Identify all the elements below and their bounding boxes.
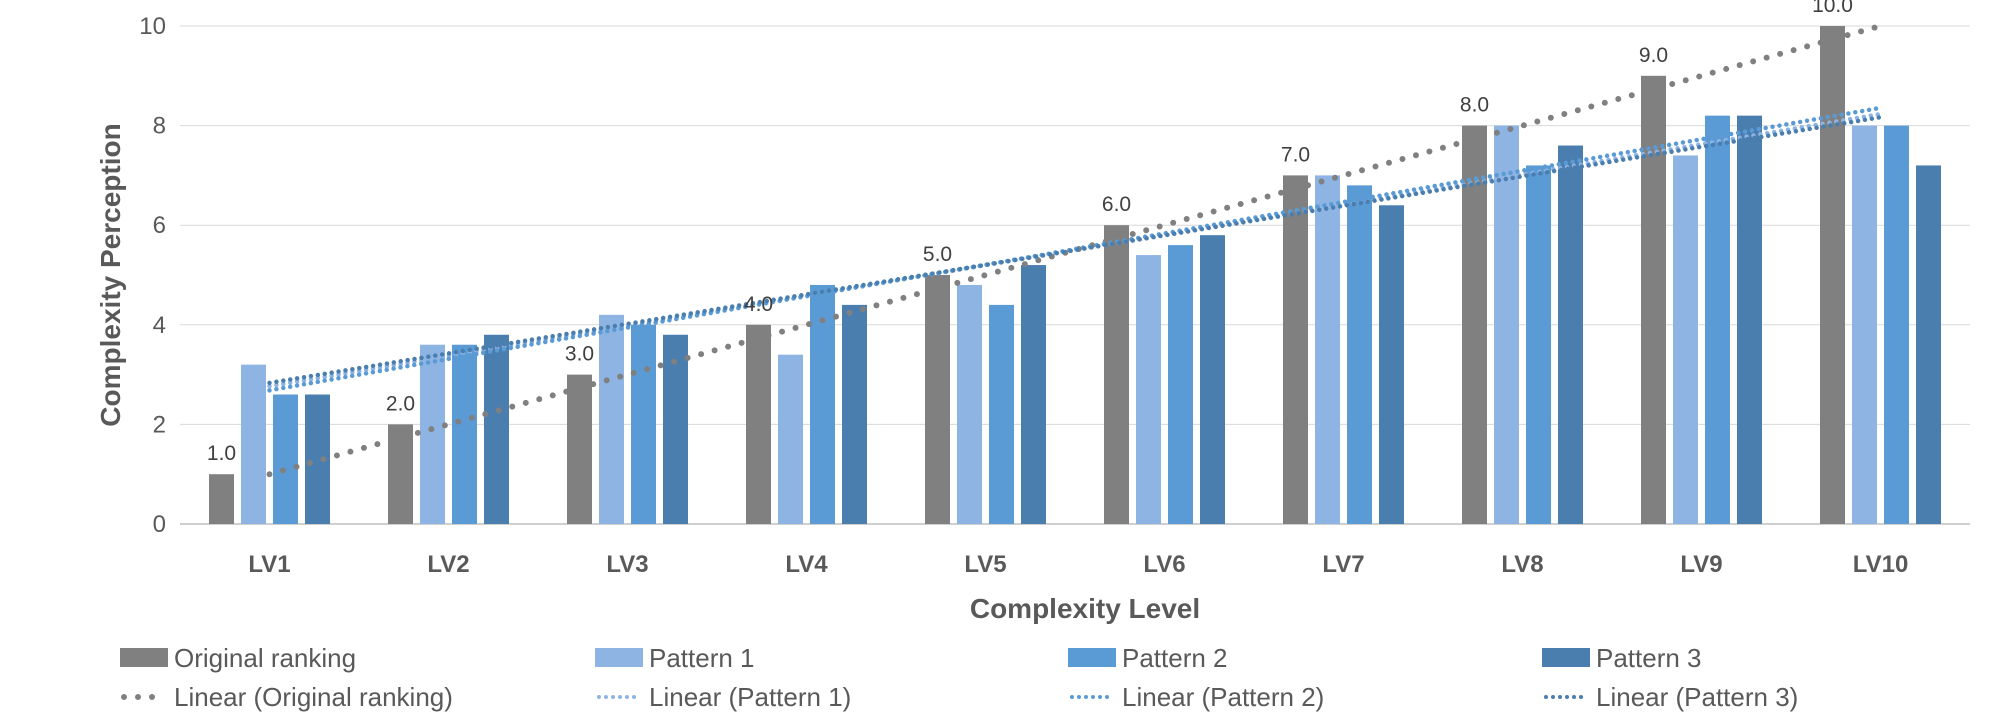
gridlines — [180, 25, 1970, 525]
y-axis-ticks: 0 2 4 6 8 10 — [139, 13, 166, 538]
bar — [989, 304, 1014, 524]
x-axis-title: Complexity Level — [970, 593, 1200, 624]
trendline — [266, 23, 1884, 478]
bar — [1315, 175, 1340, 524]
data-labels: 1.0 2.0 3.0 4.0 5.0 6.0 7.0 8.0 9.0 10.0 — [207, 0, 1853, 465]
y-tick-label: 10 — [139, 13, 166, 40]
legend-swatch — [120, 648, 168, 667]
bar — [778, 354, 803, 524]
x-tick-label: LV1 — [248, 551, 290, 578]
bar — [1852, 125, 1877, 524]
data-label: 10.0 — [1812, 0, 1853, 17]
bar — [209, 474, 234, 524]
y-tick-label: 8 — [153, 113, 166, 140]
y-tick-label: 0 — [153, 511, 166, 538]
data-label: 4.0 — [744, 293, 773, 316]
bar — [1673, 155, 1698, 525]
bar — [810, 284, 835, 524]
bar — [631, 324, 656, 524]
bar — [925, 275, 950, 524]
bar — [1526, 165, 1551, 524]
bar — [1136, 255, 1161, 524]
x-tick-label: LV7 — [1322, 551, 1364, 578]
x-tick-label: LV8 — [1501, 551, 1543, 578]
bar — [1200, 235, 1225, 524]
trendline — [267, 115, 1883, 386]
legend-label: Linear (Pattern 3) — [1596, 682, 1798, 712]
x-tick-label: LV6 — [1143, 551, 1185, 578]
bar — [1021, 265, 1046, 524]
bar — [1641, 75, 1666, 525]
legend-swatch — [1542, 648, 1590, 667]
legend-label: Pattern 3 — [1596, 643, 1702, 673]
x-tick-label: LV4 — [785, 551, 828, 578]
bar — [1916, 165, 1941, 524]
bar — [452, 344, 477, 524]
x-tick-label: LV3 — [606, 551, 648, 578]
legend-swatch — [1068, 648, 1116, 667]
bar — [1104, 225, 1129, 524]
bar — [1737, 115, 1762, 524]
bar — [599, 314, 624, 524]
bars — [209, 26, 1941, 525]
bar — [1884, 125, 1909, 524]
bar — [842, 304, 867, 524]
legend: Original ranking Pattern 1 Pattern 2 Patter… — [120, 643, 1798, 712]
bar — [1379, 205, 1404, 524]
y-tick-label: 4 — [153, 312, 166, 339]
x-tick-label: LV10 — [1853, 551, 1909, 578]
x-tick-label: LV5 — [964, 551, 1006, 578]
data-label: 1.0 — [207, 442, 236, 465]
trendline — [267, 105, 1883, 393]
bar — [484, 334, 509, 524]
bar — [1705, 115, 1730, 524]
data-label: 2.0 — [386, 392, 415, 415]
legend-label: Pattern 2 — [1122, 643, 1228, 673]
trendlines — [266, 23, 1884, 478]
data-label: 8.0 — [1460, 94, 1489, 117]
data-label: 5.0 — [923, 243, 952, 266]
bar — [1494, 125, 1519, 524]
data-label: 7.0 — [1281, 143, 1310, 166]
legend-label: Linear (Pattern 2) — [1122, 682, 1324, 712]
bar — [1283, 175, 1308, 524]
bar — [1347, 185, 1372, 525]
bar — [567, 374, 592, 524]
bar — [241, 364, 266, 524]
legend-swatch — [595, 648, 643, 667]
y-tick-label: 2 — [153, 411, 166, 438]
y-tick-label: 6 — [153, 212, 166, 239]
legend-label: Linear (Original ranking) — [174, 682, 453, 712]
x-tick-label: LV2 — [427, 551, 469, 578]
bar — [663, 334, 688, 524]
bar — [1462, 125, 1487, 524]
legend-label: Linear (Pattern 1) — [649, 682, 851, 712]
legend-label: Pattern 1 — [649, 643, 755, 673]
bar — [1558, 145, 1583, 524]
bar — [1820, 26, 1845, 524]
x-tick-label: LV9 — [1680, 551, 1722, 578]
bar — [1168, 245, 1193, 524]
bar — [273, 394, 298, 524]
y-axis-title: Complexity Perception — [95, 123, 126, 426]
data-label: 9.0 — [1639, 44, 1668, 67]
bar — [957, 284, 982, 524]
bar — [420, 344, 445, 524]
data-label: 6.0 — [1102, 193, 1131, 216]
x-axis-ticks: LV1 LV2 LV3 LV4 LV5 LV6 LV7 LV8 LV9 LV10 — [248, 551, 1908, 578]
bar — [746, 324, 771, 524]
legend-label: Original ranking — [174, 643, 356, 673]
data-label: 3.0 — [565, 343, 594, 366]
